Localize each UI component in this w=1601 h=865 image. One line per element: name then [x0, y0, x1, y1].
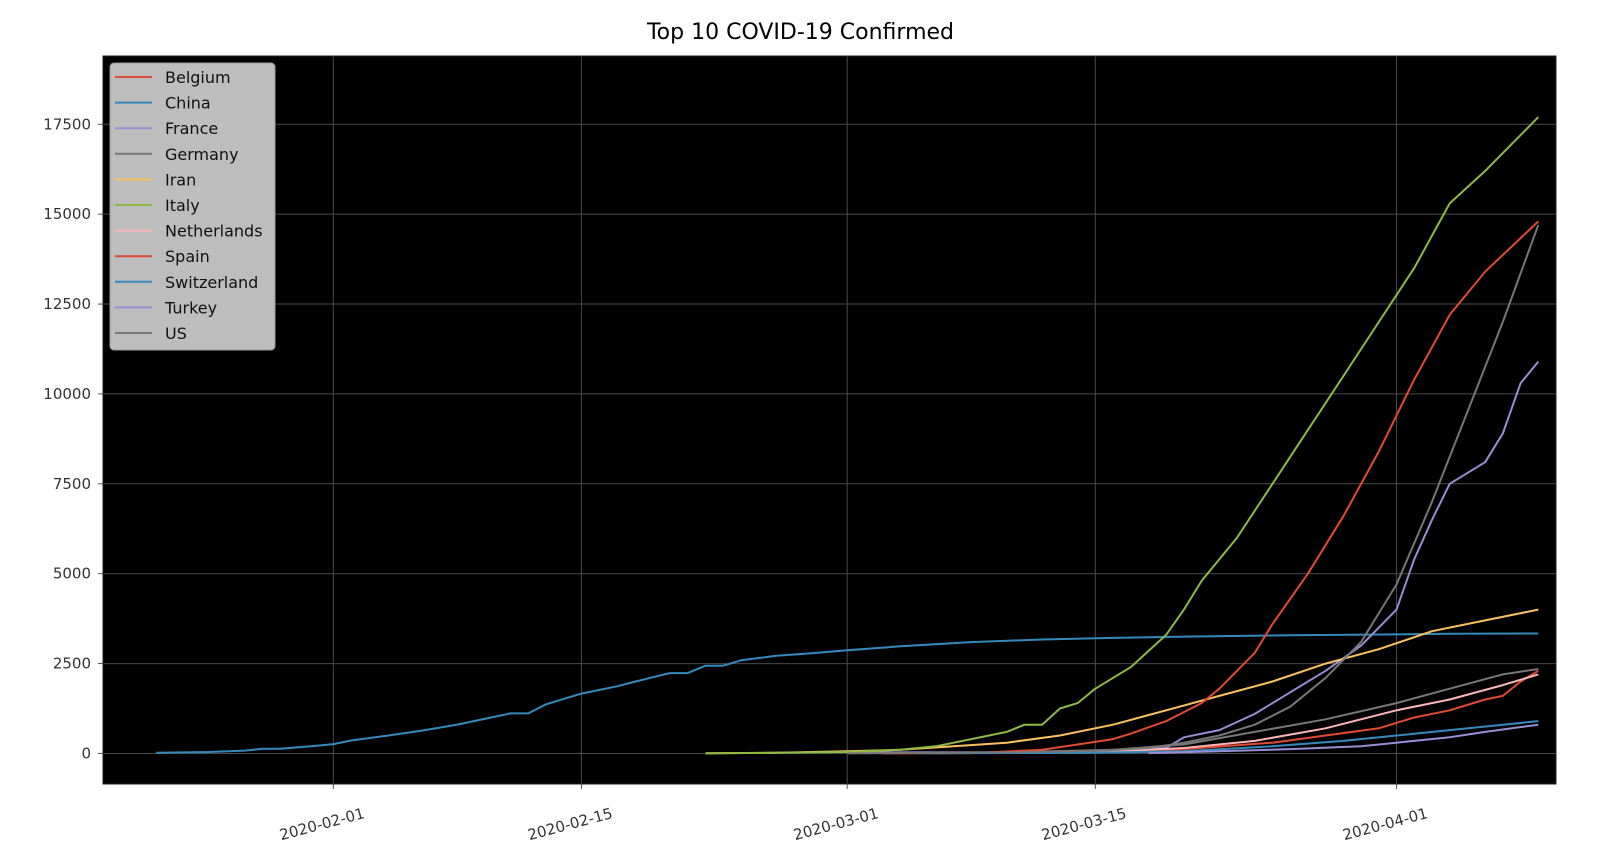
legend-label: Netherlands	[165, 222, 263, 241]
series-line-switzerland	[918, 720, 1539, 755]
series-line-belgium	[1095, 669, 1539, 753]
chart-title: Top 10 COVID-19 Confirmed	[646, 20, 954, 45]
y-tick-label: 7500	[53, 475, 91, 493]
legend: Belgium China France Germany Iran Italy Nether…	[109, 62, 276, 351]
plot-frame	[102, 55, 1557, 785]
series-line-netherlands	[935, 673, 1539, 755]
series-lines	[156, 116, 1540, 755]
series-line-turkey	[1148, 723, 1539, 755]
series-line-china	[156, 632, 1539, 754]
y-tick-label: 17500	[43, 115, 91, 133]
y-tick-label: 0	[81, 744, 91, 762]
legend-label: Spain	[165, 247, 210, 266]
legend-label: Belgium	[165, 68, 231, 87]
x-tick-label: 2020-02-01	[278, 804, 367, 844]
legend-box	[109, 62, 276, 351]
x-tick-label: 2020-04-01	[1341, 804, 1430, 844]
legend-label: Switzerland	[165, 273, 258, 292]
x-tick-label: 2020-02-15	[526, 804, 615, 844]
legend-label: France	[165, 119, 218, 138]
y-tick-label: 12500	[43, 295, 91, 313]
series-line-italy	[705, 116, 1540, 755]
legend-label: China	[165, 94, 211, 113]
plot-area	[103, 56, 1556, 784]
grid	[103, 56, 1556, 784]
legend-label: US	[165, 324, 187, 343]
x-tick-label: 2020-03-15	[1040, 804, 1129, 844]
legend-label: Italy	[165, 196, 200, 215]
y-tick-label: 15000	[43, 205, 91, 223]
y-tick-label: 5000	[53, 565, 91, 583]
y-tick-label: 10000	[43, 385, 91, 403]
legend-label: Germany	[165, 145, 239, 164]
series-line-us	[847, 224, 1540, 755]
legend-label: Iran	[165, 170, 196, 189]
series-line-spain	[882, 220, 1539, 755]
legend-label: Turkey	[164, 298, 217, 317]
y-tick-label: 2500	[53, 655, 91, 673]
x-tick-label: 2020-03-01	[791, 804, 880, 844]
